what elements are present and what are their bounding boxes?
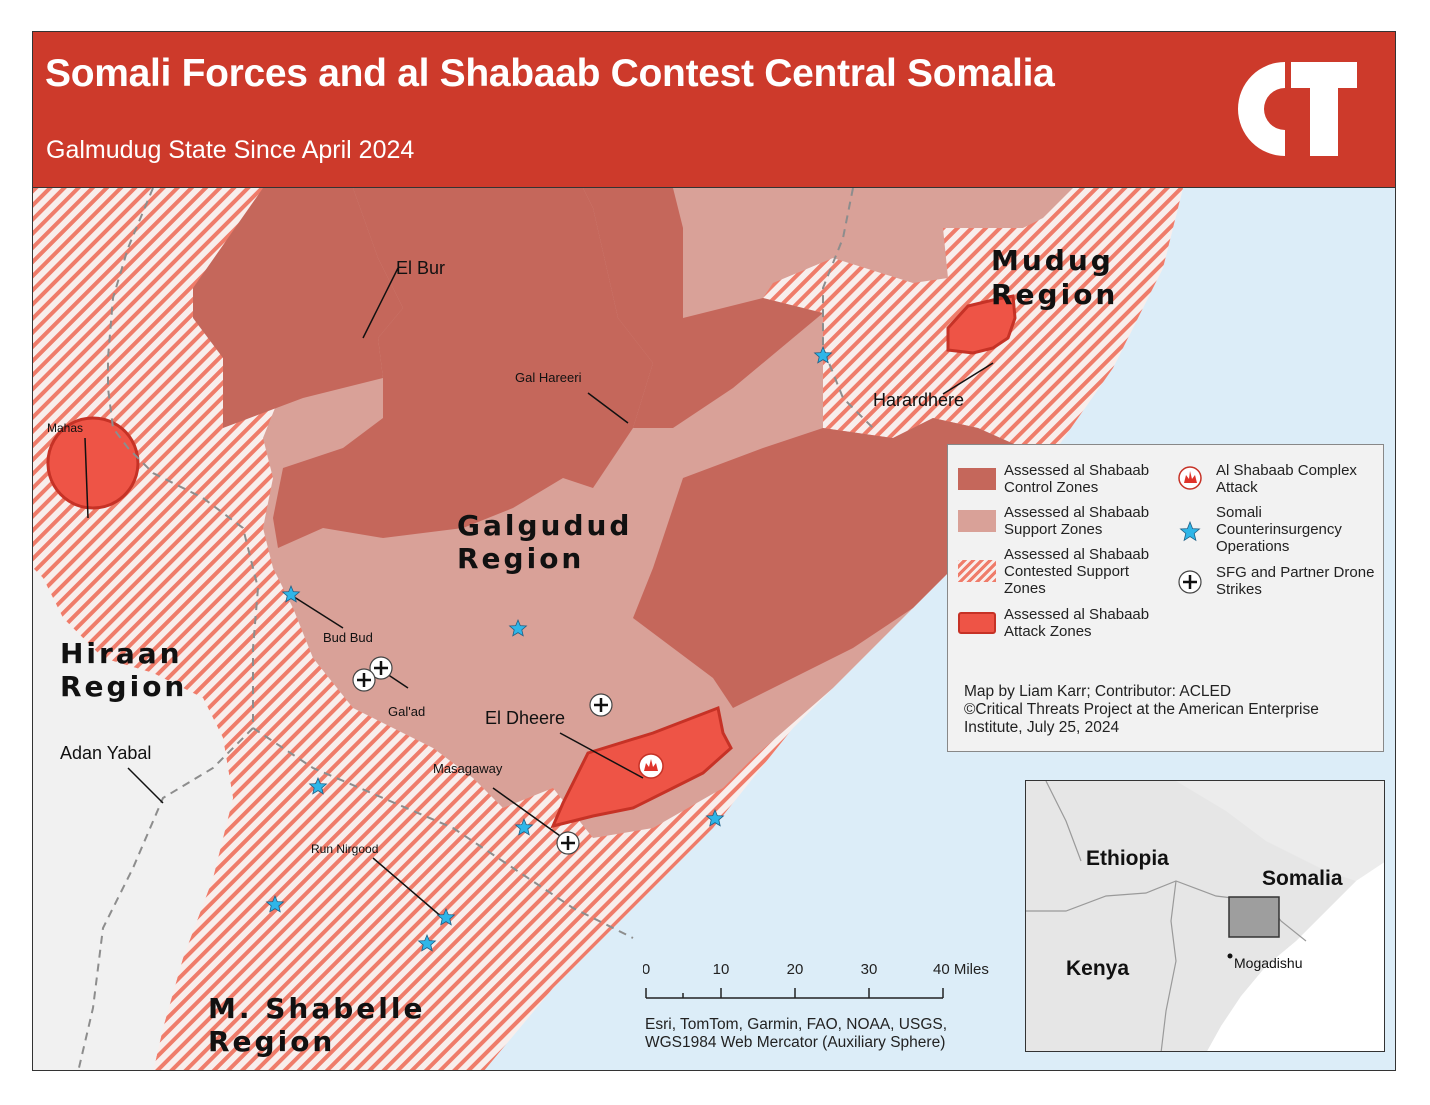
legend-label-support: Assessed al Shabaab Support Zones (1004, 504, 1150, 538)
region-label-hiraan: Hiraan (60, 637, 183, 670)
attack-zone-mahas (46, 416, 140, 510)
place-label-adan-yabal: Adan Yabal (60, 743, 151, 763)
star-icon (813, 345, 833, 364)
region-boundaries (77, 188, 874, 1070)
study-area-box (1228, 896, 1280, 938)
inset-label-ethiopia: Ethiopia (1086, 847, 1169, 870)
inset-label-kenya: Kenya (1066, 957, 1129, 980)
legend-label-contested: Assessed al Shabaab Contested Support Zo… (1004, 546, 1150, 597)
ct-logo (1238, 62, 1357, 156)
leader-lines (84, 267, 994, 919)
region-label-mudug: Mudug (991, 244, 1114, 277)
star-icon (265, 894, 285, 913)
legend-swatch-contested (958, 560, 996, 582)
region-label-mudug: Region (991, 278, 1118, 311)
plus-marker-icon (556, 831, 580, 855)
control-zone (633, 418, 1033, 708)
map-legend: Assessed al Shabaab Control Zones Assess… (947, 444, 1384, 752)
star-icon (417, 933, 437, 952)
attribution-line-2: WGS1984 Web Mercator (Auxiliary Sphere) (645, 1034, 946, 1051)
place-label-gal-hareeri: Gal Hareeri (515, 370, 582, 385)
control-zone (583, 188, 823, 428)
scale-tick-label: 10 (713, 961, 730, 978)
mogadishu-point (1227, 953, 1233, 959)
drone-strikes (352, 656, 613, 855)
region-label-galgudud: Region (457, 542, 584, 575)
plus-marker-icon (589, 693, 613, 717)
inset-ocean (1207, 862, 1384, 1051)
credit-line-2: ©Critical Threats Project at the America… (964, 701, 1319, 736)
legend-label-complex-attack: Al Shabaab Complex Attack (1216, 462, 1357, 496)
place-label-masagaway: Masagaway (433, 761, 503, 776)
hiraan-area (33, 568, 233, 1070)
plus-marker-icon (1178, 570, 1202, 594)
coin-operations (265, 345, 833, 952)
star-icon (508, 618, 528, 637)
attribution-line-1: Esri, TomTom, Garmin, FAO, NOAA, USGS, (645, 1016, 948, 1033)
star-icon (705, 808, 725, 827)
inset-label-mogadishu: Mogadishu (1234, 955, 1303, 971)
scale-tick-label: 30 (861, 961, 878, 978)
place-label-el-bur: El Bur (396, 258, 445, 278)
legend-label-attack: Assessed al Shabaab Attack Zones (1004, 606, 1150, 640)
star-icon (281, 584, 301, 603)
star-icon (308, 776, 328, 795)
inset-label-somalia: Somalia (1262, 867, 1343, 890)
explosion-icon (638, 753, 664, 779)
legend-label-control: Assessed al Shabaab Control Zones (1004, 462, 1150, 496)
credit-line-1: Map by Liam Karr; Contributor: ACLED (964, 683, 1232, 700)
region-label-shabelle: M. Shabelle (208, 992, 425, 1025)
place-label-bud-bud: Bud Bud (323, 630, 373, 645)
scale-tick-label: 0 (643, 961, 650, 978)
map-title: Somali Forces and al Shabaab Contest Cen… (45, 52, 1055, 95)
star-icon (436, 907, 456, 926)
control-zone (193, 188, 403, 428)
map-attribution: Esri, TomTom, Garmin, FAO, NOAA, USGS, W… (645, 1016, 947, 1052)
place-label-mahas: Mahas (47, 421, 83, 435)
place-label-harardhere: Harardhere (873, 390, 964, 410)
star-icon (514, 817, 534, 836)
legend-swatch-control (958, 468, 996, 490)
scale-tick-label: 20 (787, 961, 804, 978)
region-label-shabelle: Region (208, 1025, 335, 1058)
control-zone (273, 188, 653, 548)
inset-map-graphic: Ethiopia Somalia Kenya Mogadishu (1026, 781, 1384, 1051)
header-banner: Somali Forces and al Shabaab Contest Cen… (33, 32, 1395, 188)
explosion-icon (1178, 466, 1202, 490)
legend-label-drone: SFG and Partner Drone Strikes (1216, 564, 1375, 598)
region-label-galgudud: Galgudud (457, 509, 632, 542)
attack-zone-harardhere (946, 294, 1017, 355)
place-label-run-nirgood: Run Nirgood (311, 842, 378, 856)
star-icon (1179, 520, 1201, 542)
map-credit: Map by Liam Karr; Contributor: ACLED ©Cr… (964, 683, 1379, 737)
legend-swatch-attack (958, 612, 996, 634)
plus-marker-icon (369, 656, 393, 680)
locator-inset-map: Ethiopia Somalia Kenya Mogadishu (1025, 780, 1385, 1052)
map-frame: Somali Forces and al Shabaab Contest Cen… (32, 31, 1396, 1071)
legend-label-coin-ops: Somali Counterinsurgency Operations (1216, 504, 1342, 555)
region-label-hiraan: Region (60, 670, 187, 703)
scale-bar: 0 10 20 30 40 Miles (643, 961, 989, 999)
scale-tick-label: 40 Miles (933, 961, 989, 978)
legend-swatch-support (958, 510, 996, 532)
map-subtitle: Galmudug State Since April 2024 (46, 136, 415, 164)
place-label-el-dheere: El Dheere (485, 708, 565, 728)
plus-marker-icon (352, 668, 376, 692)
place-label-gal-ad: Gal'ad (388, 704, 425, 719)
